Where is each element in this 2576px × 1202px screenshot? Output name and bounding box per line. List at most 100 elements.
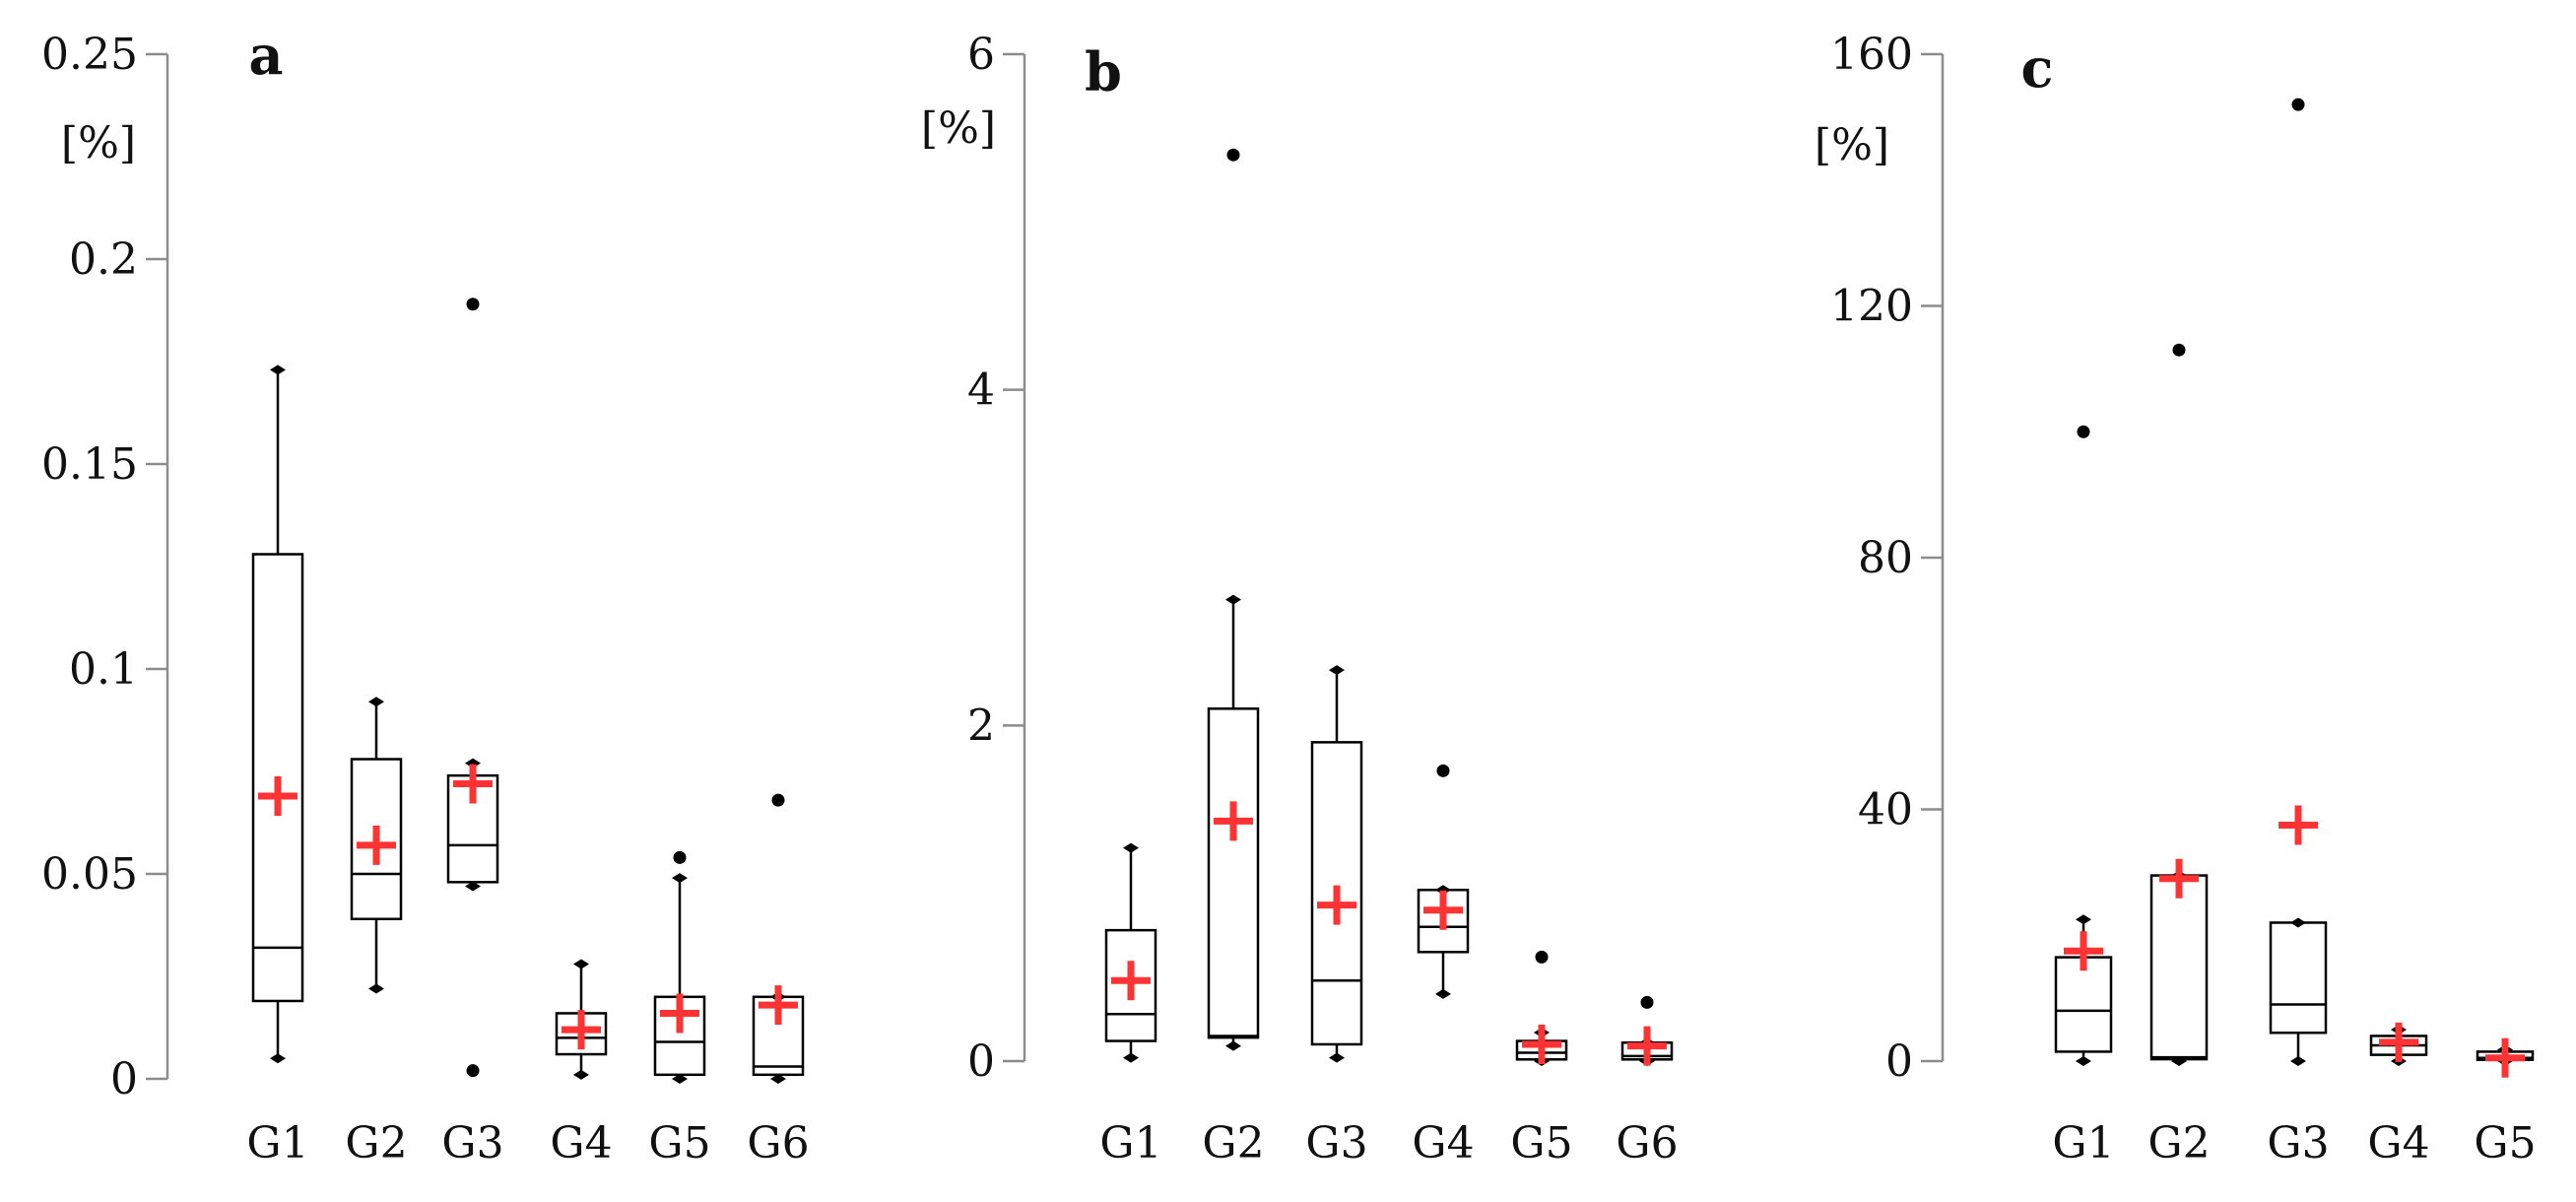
outlier-point [673,850,687,864]
whisker-min-marker [1123,1052,1139,1063]
category-label: G5 [648,1118,710,1169]
mean-marker [2064,931,2103,971]
whisker-min-marker [770,1074,786,1084]
box-G1 [2054,425,2113,1066]
outlier-point [1535,950,1549,964]
mean-marker [1522,1024,1561,1064]
category-label: G1 [1099,1118,1161,1169]
mean-marker [759,985,798,1026]
mean-marker [1317,885,1356,925]
y-tick-label: 0.1 [69,644,138,695]
panel-label: a [249,24,284,87]
whisker-min-marker [2076,1056,2091,1066]
category-label: G5 [2474,1118,2536,1169]
panel-a: 0 0.05 0.1 0.15 0.2 0.25 a [%] G1 G2 G3 G4 G5 G6 [41,24,810,1169]
iqr-box [350,758,403,921]
box-G3 [1310,665,1363,1063]
outlier-point [2291,98,2305,111]
category-label: G4 [2367,1118,2429,1169]
box-G4 [555,959,608,1080]
box-G2 [350,697,403,994]
category-label: G1 [2052,1118,2114,1169]
box-G1 [251,365,304,1064]
y-tick-label: 80 [1858,533,1913,583]
outlier-point [466,1064,480,1078]
whisker-max-marker [672,873,688,884]
whisker-min-marker [1329,1052,1345,1063]
category-label: G2 [1202,1118,1264,1169]
y-tick-label: 40 [1858,785,1913,835]
mean-marker [1423,890,1463,930]
whisker-min-marker [672,1074,688,1084]
whisker-min-marker [573,1069,589,1080]
y-tick-label: 0 [967,1036,995,1087]
iqr-box [1104,928,1157,1042]
iqr-box [1310,741,1363,1046]
whisker-min-marker [270,1053,286,1064]
whisker-max-marker [465,758,481,768]
y-axis-unit-label: [%] [921,103,996,154]
whisker-min-marker [1225,1040,1241,1051]
y-tick-label: 2 [967,701,995,751]
whisker-min-marker [465,881,481,892]
outlier-point [1436,764,1450,777]
box-G3 [446,298,499,1078]
whisker-max-marker [573,959,589,969]
box-G5 [1515,950,1568,1066]
category-label: G3 [2267,1118,2329,1169]
category-label: G3 [1305,1118,1367,1169]
y-tick-label: 0.05 [41,849,138,900]
box-G4 [1417,764,1470,999]
panel-label: b [1085,40,1122,103]
iqr-box [2149,874,2209,1061]
y-axis-unit-label: [%] [1815,120,1889,170]
outlier-point [466,298,480,311]
outlier-point [1640,995,1654,1009]
y-tick-label: 0 [1885,1036,1913,1087]
outlier-point [771,793,785,807]
box-G2 [1207,148,1260,1051]
box-G3 [2269,98,2328,1066]
box-G5 [653,850,706,1084]
mean-marker [2279,805,2318,845]
iqr-box [2269,921,2328,1035]
whisker-max-marker [1123,842,1139,853]
mean-marker [660,993,699,1034]
box-G5 [2476,1037,2535,1078]
iqr-box [1207,707,1260,1039]
y-tick-label: 0.2 [69,234,138,285]
box-G6 [752,793,805,1084]
mean-marker [1111,961,1151,1001]
box-G4 [2369,1022,2428,1066]
panel-c: 0 40 80 120 160 c [%] G1 G2 G3 G4 G5 [1815,30,2537,1169]
box-G6 [1620,995,1674,1066]
y-axis-unit-label: [%] [61,118,136,168]
mean-marker [2485,1037,2525,1078]
y-tick-label: 4 [967,366,995,416]
whisker-max-marker [2076,914,2091,925]
panel-label: c [2021,36,2054,100]
category-label: G3 [441,1118,503,1169]
mean-marker [1214,801,1253,841]
mean-marker [1627,1026,1667,1066]
iqr-box [251,553,304,1003]
box-G2 [2149,343,2209,1066]
category-label: G2 [2147,1118,2210,1169]
mean-marker [561,1010,601,1050]
outlier-point [2077,425,2090,438]
category-label: G6 [1616,1118,1678,1169]
category-label: G4 [550,1118,612,1169]
y-tick-label: 0.15 [41,439,138,490]
outlier-point [1226,148,1240,162]
outlier-point [2172,343,2186,357]
mean-marker [2159,858,2199,899]
whisker-max-marker [270,365,286,375]
iqr-box [1417,889,1470,954]
whisker-min-marker [2290,1056,2306,1066]
y-tick-label: 0.25 [41,30,138,80]
y-tick-label: 120 [1830,282,1913,332]
box-G1 [1104,842,1157,1063]
category-label: G5 [1510,1118,1572,1169]
category-label: G6 [747,1118,809,1169]
